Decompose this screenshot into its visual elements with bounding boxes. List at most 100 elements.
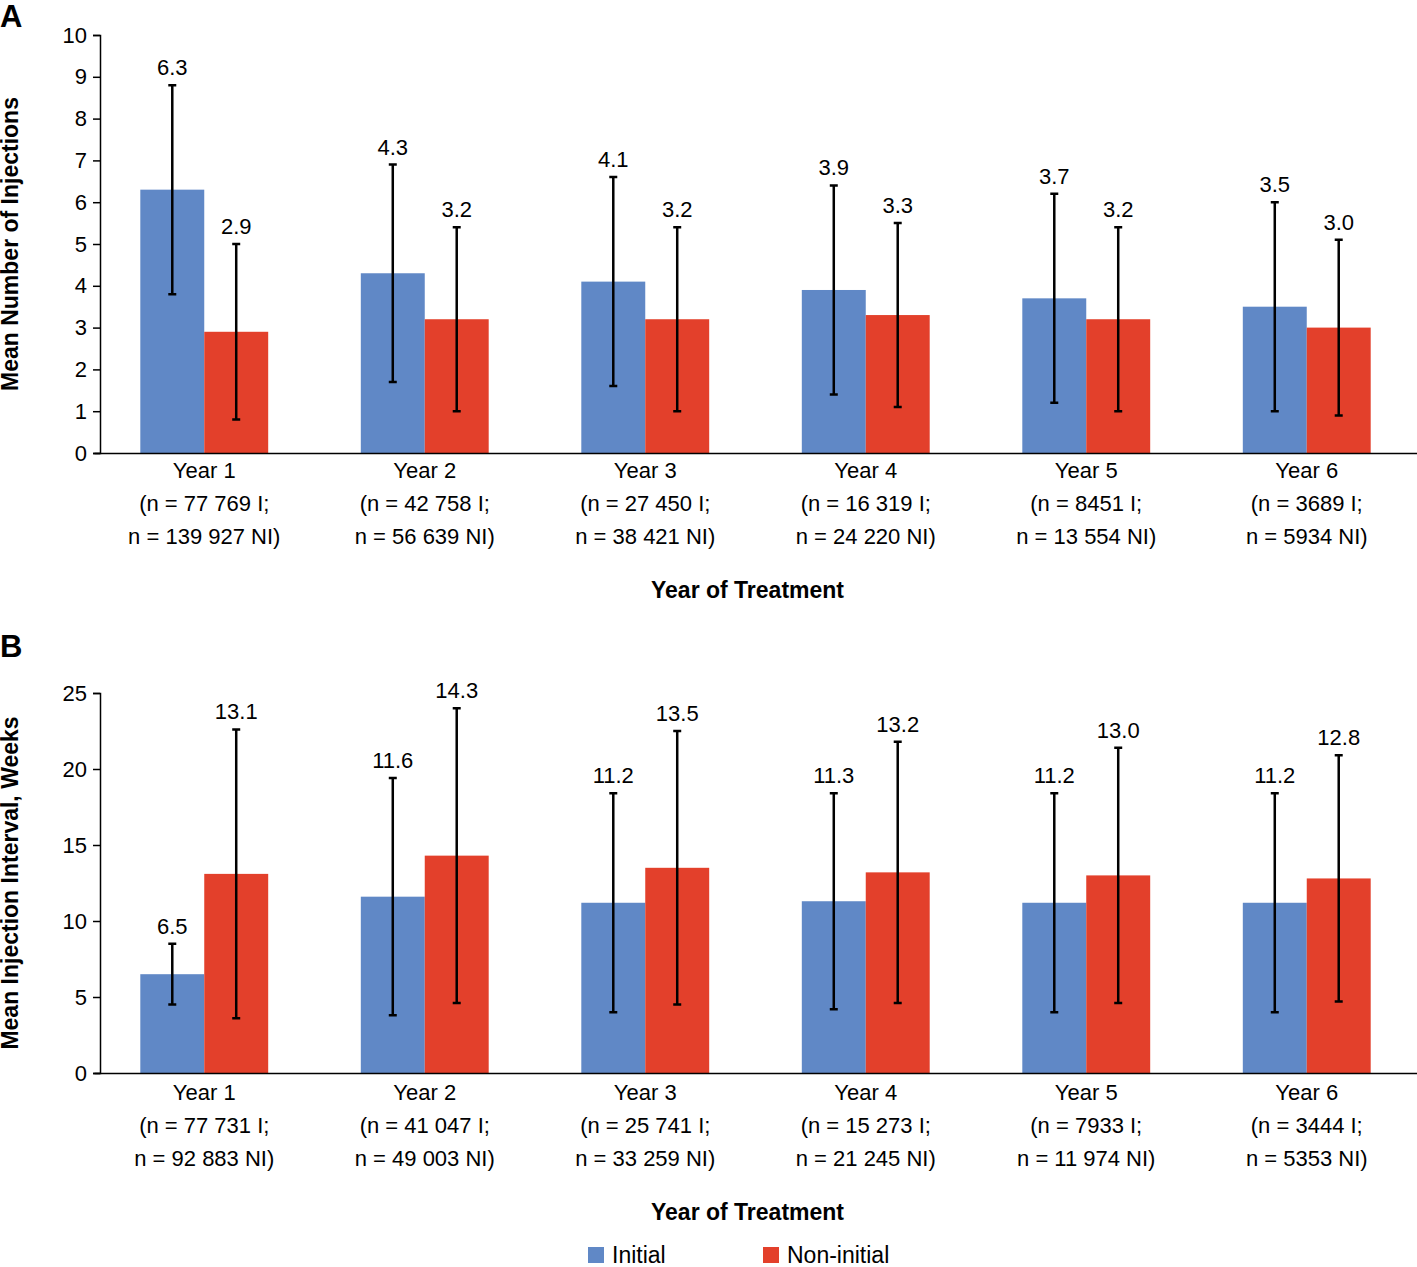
y-tick-mark — [93, 202, 100, 204]
y-tick-label: 2 — [75, 357, 87, 382]
x-tick: Year 1(n = 77 731 I;n = 92 883 NI) — [134, 1073, 274, 1171]
x-tick: Year 5(n = 8451 I;n = 13 554 NI) — [1016, 453, 1156, 549]
y-tick-mark — [93, 35, 100, 37]
x-tick: Year 3(n = 25 741 I;n = 33 259 NI) — [575, 1073, 715, 1171]
y-axis: 012345678910 — [63, 23, 101, 466]
legend-swatch — [763, 1247, 779, 1263]
y-tick-label: 15 — [63, 833, 87, 858]
panel-label: B — [0, 629, 22, 664]
y-tick: 10 — [63, 23, 100, 48]
error-bar — [232, 244, 240, 420]
x-tick: Year 2(n = 42 758 I;n = 56 639 NI) — [355, 453, 495, 549]
y-tick: 7 — [75, 148, 100, 173]
data-label: 11.2 — [1034, 763, 1075, 788]
y-tick-mark — [93, 769, 100, 771]
error-bar — [168, 85, 176, 294]
y-tick-mark — [93, 118, 100, 120]
data-label: 11.3 — [813, 763, 854, 788]
y-tick-mark — [93, 845, 100, 847]
x-tick: Year 5(n = 7933 I;n = 11 974 NI) — [1017, 1073, 1155, 1171]
error-bar — [673, 731, 681, 1005]
plot-area — [140, 85, 1370, 453]
x-tick-label-line: (n = 3689 I; — [1251, 491, 1363, 516]
x-tick-label-line: (n = 41 047 I; — [360, 1113, 490, 1138]
data-label: 6.3 — [157, 55, 188, 80]
legend-swatch — [588, 1247, 604, 1263]
x-tick-label-line: (n = 16 319 I; — [801, 491, 931, 516]
x-tick-label-line: (n = 42 758 I; — [360, 491, 490, 516]
y-axis-line — [93, 36, 101, 454]
x-tick-label-line: (n = 77 731 I; — [139, 1113, 269, 1138]
error-bar — [609, 793, 617, 1012]
x-tick-label-line: n = 13 554 NI) — [1016, 524, 1156, 549]
y-tick-label: 10 — [63, 909, 87, 934]
data-label: 14.3 — [435, 678, 478, 703]
error-bar — [1335, 755, 1343, 1001]
y-tick-mark — [93, 327, 100, 329]
x-tick-label-line: (n = 3444 I; — [1251, 1113, 1363, 1138]
y-axis-title: Mean Number of Injections — [0, 97, 23, 391]
error-bar — [1271, 793, 1279, 1012]
data-label: 3.2 — [441, 197, 472, 222]
error-bar — [1335, 240, 1343, 416]
x-tick-label-line: Year 4 — [834, 1080, 897, 1105]
x-tick-label: Year 1(n = 77 731 I;n = 92 883 NI) — [134, 1080, 274, 1171]
panel-label: A — [0, 0, 22, 34]
x-tick: Year 6 (n = 3444 I; n = 5353 NI) — [1246, 1073, 1368, 1171]
plot-area — [140, 708, 1370, 1073]
y-tick-mark — [93, 997, 100, 999]
x-tick: Year 6(n = 3689 I;n = 5934 NI) — [1246, 453, 1368, 549]
y-tick-label: 10 — [63, 23, 87, 48]
y-tick-label: 4 — [75, 273, 87, 298]
x-tick-label-line: Year 6 — [1275, 1080, 1338, 1105]
data-label: 6.5 — [157, 914, 188, 939]
y-tick-mark — [93, 160, 100, 162]
x-tick-label-line: n = 33 259 NI) — [575, 1146, 715, 1171]
panel: A6.34.34.13.93.73.52.93.23.23.33.23.0012… — [0, 0, 1417, 603]
x-tick-label: Year 6 (n = 3444 I; n = 5353 NI) — [1246, 1080, 1368, 1171]
x-tick-label-line: (n = 77 769 I; — [139, 491, 269, 516]
y-tick-label: 0 — [75, 1061, 87, 1086]
legend-label: Non-initial — [787, 1242, 889, 1267]
data-labels: 6.34.34.13.93.73.52.93.23.23.33.23.0 — [157, 55, 1354, 239]
error-bar — [232, 729, 240, 1018]
panel: B6.511.611.211.311.211.213.114.313.513.2… — [0, 629, 1417, 1225]
legend: Initial Non-initial — [588, 1242, 889, 1267]
x-tick-label-line: n = 11 974 NI) — [1017, 1146, 1155, 1171]
x-tick: Year 2 (n = 41 047 I; n = 49 003 NI) — [355, 1073, 495, 1171]
data-label: 13.0 — [1097, 718, 1140, 743]
y-tick: 8 — [75, 106, 100, 131]
y-tick-label: 9 — [75, 64, 87, 89]
x-tick-label-line: Year 5 — [1055, 1080, 1118, 1105]
x-tick-label: Year 4(n = 15 273 I;n = 21 245 NI) — [796, 1080, 936, 1171]
x-axis-title: Year of Treatment — [651, 577, 844, 603]
x-axis-line — [95, 1073, 1417, 1075]
y-tick-label: 20 — [63, 757, 87, 782]
data-label: 3.7 — [1039, 164, 1070, 189]
x-tick-label-line: n = 49 003 NI) — [355, 1146, 495, 1171]
x-axis-title: Year of Treatment — [651, 1199, 844, 1225]
data-label: 11.2 — [1254, 763, 1295, 788]
y-tick-mark — [93, 411, 100, 413]
error-bar — [389, 165, 397, 382]
data-label: 3.3 — [882, 193, 913, 218]
x-tick-label-line: n = 5353 NI) — [1246, 1146, 1368, 1171]
y-tick-label: 5 — [75, 985, 87, 1010]
y-tick-mark — [93, 921, 100, 923]
error-bar — [453, 708, 461, 1003]
x-tick-label-line: Year 6 — [1275, 458, 1338, 483]
x-tick-label: Year 6(n = 3689 I;n = 5934 NI) — [1246, 458, 1368, 549]
x-tick-label-line: Year 1 — [173, 1080, 236, 1105]
y-tick-label: 6 — [75, 190, 87, 215]
x-tick-label-line: (n = 27 450 I; — [580, 491, 710, 516]
legend-item: Initial — [588, 1242, 666, 1267]
x-tick-label-line: Year 2 — [393, 1080, 456, 1105]
x-tick: Year 4(n = 16 319 I;n = 24 220 NI) — [796, 453, 936, 549]
y-tick: 6 — [75, 190, 100, 215]
data-label: 13.5 — [656, 701, 699, 726]
x-tick-label: Year 2 (n = 41 047 I; n = 49 003 NI) — [355, 1080, 495, 1171]
y-tick: 5 — [75, 232, 100, 257]
x-tick-label-line: Year 4 — [834, 458, 897, 483]
y-tick: 3 — [75, 315, 100, 340]
y-tick-label: 1 — [75, 399, 87, 424]
